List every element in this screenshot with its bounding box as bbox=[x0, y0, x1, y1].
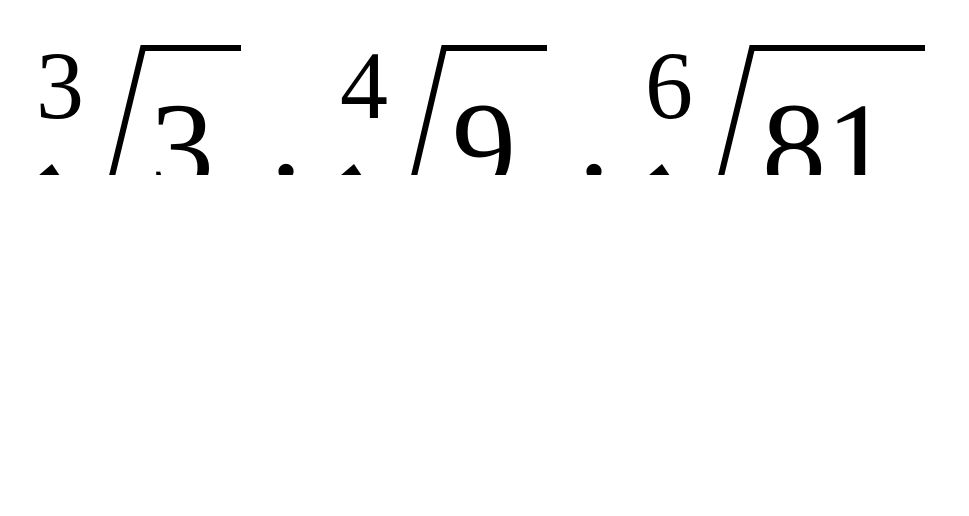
radical-hook-3 bbox=[649, 164, 670, 175]
math-expression: 3 3 . 4 9 . 6 81 bbox=[0, 0, 969, 175]
radicand-1: 3 bbox=[150, 77, 214, 175]
radical-index-2: 4 bbox=[340, 32, 388, 139]
radical-sign-2 bbox=[411, 45, 547, 175]
multiply-operator-1: . bbox=[270, 63, 302, 175]
radical-sign-3 bbox=[718, 45, 925, 175]
radical-signs bbox=[39, 45, 925, 175]
blank-canvas-area bbox=[0, 175, 969, 516]
radical-hook-1 bbox=[39, 164, 60, 175]
radical-sign-1 bbox=[109, 45, 241, 175]
radical-index-1: 3 bbox=[36, 32, 84, 139]
radical-index-3: 6 bbox=[645, 32, 693, 139]
multiply-operator-2: . bbox=[578, 63, 610, 175]
radical-hook-2 bbox=[341, 164, 362, 175]
radicand-3: 81 bbox=[762, 77, 890, 175]
radicand-2: 9 bbox=[452, 77, 516, 175]
